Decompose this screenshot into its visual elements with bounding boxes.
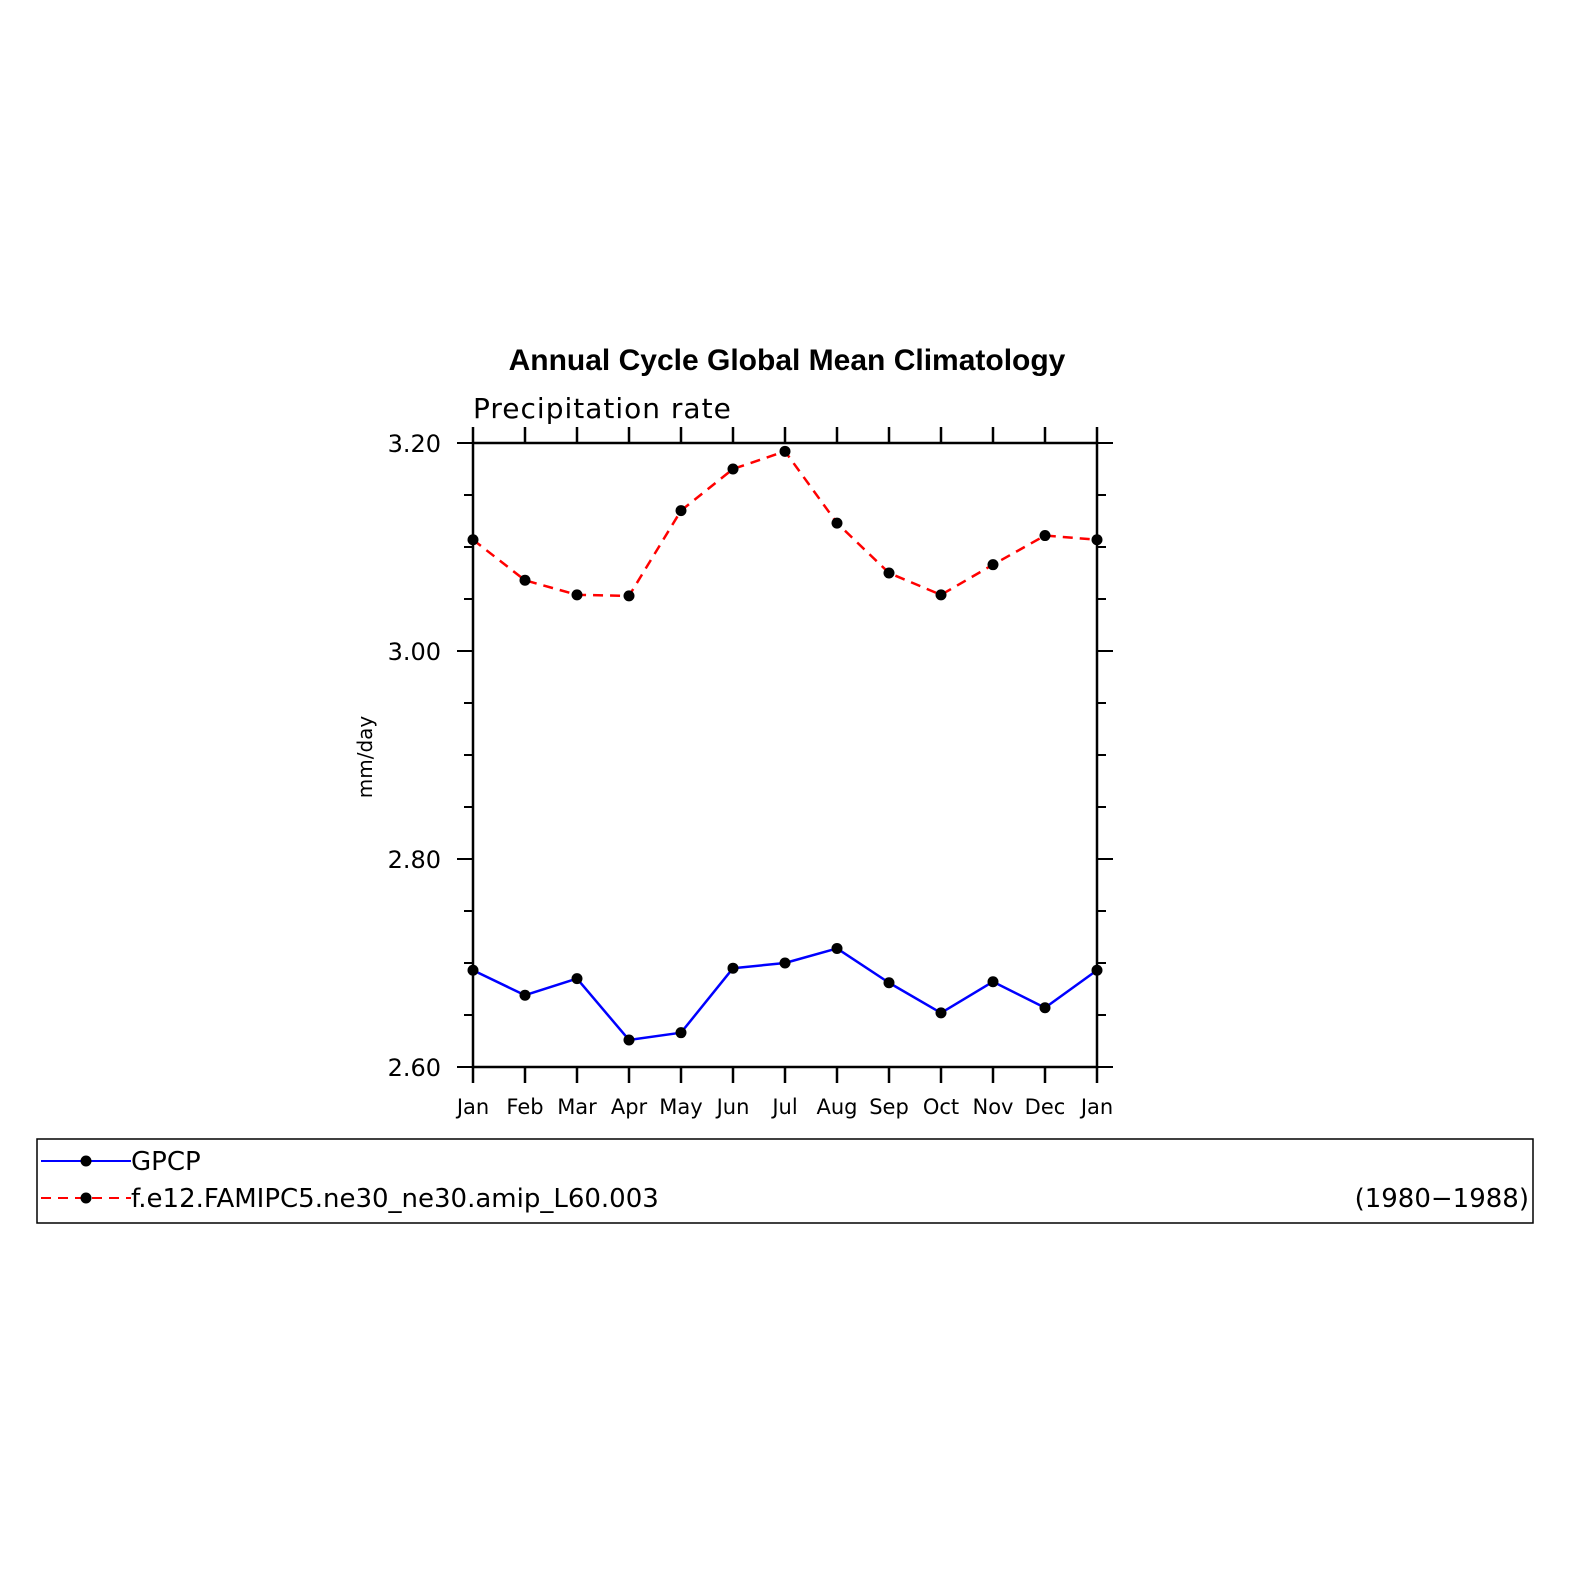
data-point [779, 445, 791, 457]
data-point [623, 1034, 635, 1046]
x-tick-label: Dec [1025, 1095, 1066, 1119]
data-point [727, 463, 739, 475]
x-tick-label: Mar [557, 1095, 597, 1119]
x-tick-label: May [659, 1095, 702, 1119]
y-tick-label: 2.80 [388, 846, 441, 874]
data-point [467, 964, 479, 976]
chart-subtitle: Precipitation rate [473, 392, 732, 425]
x-tick-label: Jul [770, 1095, 797, 1119]
data-point [831, 517, 843, 529]
x-tick-label: Sep [869, 1095, 909, 1119]
chart-title: Annual Cycle Global Mean Climatology [509, 344, 1066, 377]
data-point [831, 942, 843, 954]
data-point [675, 1027, 687, 1039]
data-point [883, 977, 895, 989]
legend-box [36, 1138, 1534, 1224]
data-point [779, 957, 791, 969]
data-point [883, 567, 895, 579]
data-point [1091, 534, 1103, 546]
data-point [571, 973, 583, 985]
y-tick-label: 3.00 [388, 638, 441, 666]
data-point [571, 589, 583, 601]
data-point [1039, 530, 1051, 542]
series-0 [467, 942, 1103, 1046]
y-tick-label: 2.60 [388, 1054, 441, 1082]
data-point [1039, 1002, 1051, 1014]
data-point [623, 590, 635, 602]
axes: Jan Feb Mar Apr May Jun Jul Aug Sep Oct Nov Dec Jan 2… [388, 427, 1113, 1119]
data-point [727, 962, 739, 974]
legend-label-model: f.e12.FAMIPC5.ne30_ne30.amip_L60.003 [131, 1184, 659, 1214]
plot-frame [471, 441, 1099, 1069]
legend-period: (1980−1988) [1355, 1184, 1529, 1214]
x-tick-label: Jan [1079, 1095, 1113, 1119]
y-tick-label: 3.20 [388, 430, 441, 458]
data-point [935, 589, 947, 601]
y-axis-label: mm/day [353, 716, 377, 799]
data-point [519, 574, 531, 586]
series-1 [467, 445, 1103, 602]
legend-marker-model [80, 1192, 92, 1204]
data-point [987, 559, 999, 571]
series-line [472, 450, 1098, 598]
x-tick-label: Feb [506, 1095, 543, 1119]
x-tick-label: Apr [611, 1095, 648, 1119]
series-layer [467, 445, 1103, 1046]
data-point [519, 989, 531, 1001]
x-tick-label: Nov [973, 1095, 1014, 1119]
x-tick-label: Jan [455, 1095, 489, 1119]
legend: GPCP f.e12.FAMIPC5.ne30_ne30.amip_L60.00… [36, 1138, 1534, 1224]
legend-label-gpcp: GPCP [131, 1147, 201, 1177]
data-point [467, 534, 479, 546]
data-point [935, 1007, 947, 1019]
data-point [675, 505, 687, 517]
legend-marker-gpcp [80, 1155, 92, 1167]
data-point [1091, 964, 1103, 976]
x-tick-label: Aug [816, 1095, 857, 1119]
data-point [987, 976, 999, 988]
x-tick-label: Oct [923, 1095, 959, 1119]
x-tick-label: Jun [715, 1095, 750, 1119]
